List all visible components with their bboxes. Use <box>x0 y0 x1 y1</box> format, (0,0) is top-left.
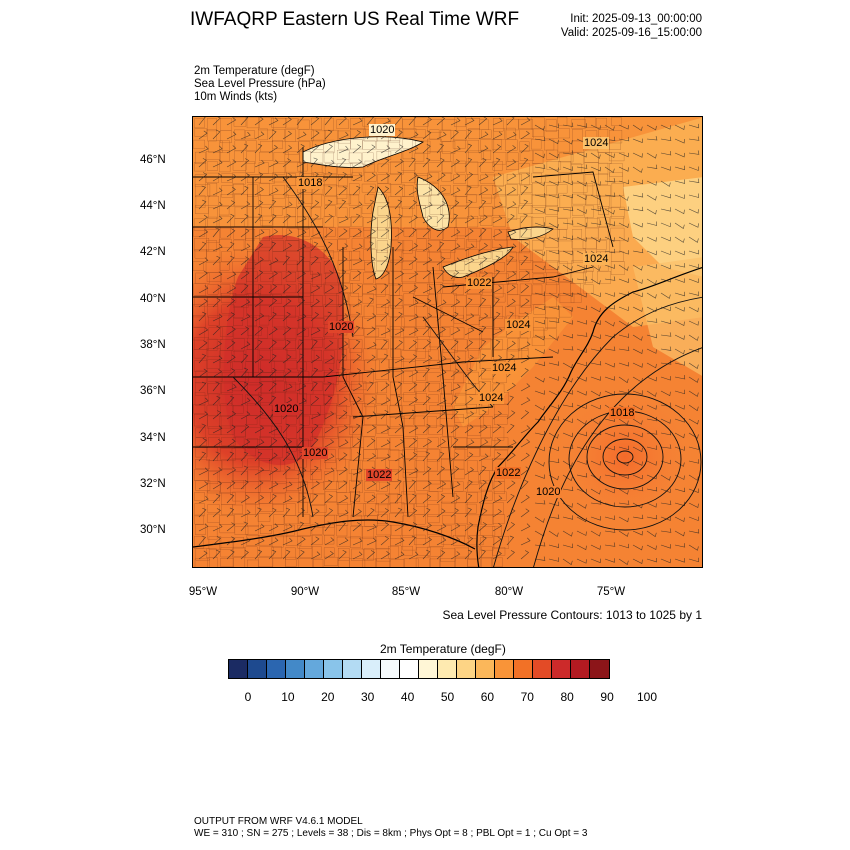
pressure-label: 1020 <box>535 486 562 498</box>
colorbar-swatch <box>495 660 514 678</box>
lon-label-95: 95°W <box>188 586 218 598</box>
valid-time-label: Valid: 2025-09-16_15:00:00 <box>560 27 702 39</box>
colorbar-swatch <box>362 660 381 678</box>
lat-label-44: 44°N <box>140 200 166 212</box>
colorbar-tick-label: 80 <box>560 690 574 704</box>
map-panel: 1020 1024 1018 1024 1022 1020 1024 1024 … <box>192 116 703 568</box>
hot-region-mississippi <box>223 235 344 466</box>
pressure-label: 1020 <box>369 124 396 136</box>
colorbar-swatch <box>286 660 305 678</box>
colorbar-swatch <box>476 660 495 678</box>
lat-label-46: 46°N <box>140 154 166 166</box>
colorbar-swatch <box>419 660 438 678</box>
colorbar-tick-label: 60 <box>480 690 495 704</box>
colorbar-swatch <box>305 660 324 678</box>
cool-new-england <box>623 177 702 277</box>
weather-map <box>193 117 702 567</box>
lat-label-30: 30°N <box>140 524 166 536</box>
lat-label-40: 40°N <box>140 293 166 305</box>
colorbar-tick-label: 90 <box>600 690 614 704</box>
field-label-pressure: Sea Level Pressure (hPa) <box>194 78 326 90</box>
gulf-coastline <box>193 519 476 550</box>
colorbar-swatch <box>438 660 457 678</box>
lat-label-32: 32°N <box>140 478 166 490</box>
atlantic-coastline <box>476 267 702 567</box>
colorbar-swatch <box>381 660 400 678</box>
pressure-label: 1020 <box>302 447 329 459</box>
pressure-label: 1020 <box>273 403 300 415</box>
pressure-label: 1024 <box>583 253 610 265</box>
colorbar-tick-label: 70 <box>520 690 534 704</box>
state-borders <box>193 147 614 518</box>
lat-label-42: 42°N <box>140 246 166 258</box>
lon-label-85: 85°W <box>391 586 421 598</box>
colorbar-tick-label: 30 <box>361 690 375 704</box>
colorbar-tick-label: 100 <box>636 690 658 704</box>
lake-superior <box>302 136 424 168</box>
pressure-label: 1024 <box>491 362 518 374</box>
colorbar-swatch <box>514 660 533 678</box>
colorbar-swatch <box>590 660 609 678</box>
lat-label-36: 36°N <box>140 385 166 397</box>
lon-label-80: 80°W <box>494 586 524 598</box>
temperature-colorbar <box>228 659 610 679</box>
colorbar-swatch <box>229 660 248 678</box>
model-info-line-1: OUTPUT FROM WRF V4.6.1 MODEL <box>194 816 363 827</box>
colorbar-tick-label: 10 <box>281 690 295 704</box>
pressure-label: 1022 <box>495 467 522 479</box>
colorbar-tick-label: 40 <box>400 690 415 704</box>
contour-note: Sea Level Pressure Contours: 1013 to 102… <box>442 608 703 622</box>
init-time-label: Init: 2025-09-13_00:00:00 <box>570 13 702 25</box>
field-label-winds: 10m Winds (kts) <box>194 91 278 103</box>
plot-title: IWFAQRP Eastern US Real Time WRF <box>190 9 520 30</box>
colorbar-tick-label: 0 <box>244 690 252 704</box>
lat-label-38: 38°N <box>140 339 166 351</box>
lon-label-75: 75°W <box>596 586 626 598</box>
pressure-label: 1024 <box>583 137 610 149</box>
pressure-label: 1024 <box>505 319 532 331</box>
colorbar-swatch <box>343 660 362 678</box>
legend-title: 2m Temperature (degF) <box>380 642 506 656</box>
colorbar-swatch <box>457 660 476 678</box>
lon-label-90: 90°W <box>290 586 320 598</box>
pressure-label: 1022 <box>366 469 393 481</box>
lat-label-34: 34°N <box>140 432 166 444</box>
pressure-label: 1018 <box>609 407 636 419</box>
model-info-line-2: WE = 310 ; SN = 275 ; Levels = 38 ; Dis … <box>194 828 588 839</box>
colorbar-swatch <box>248 660 267 678</box>
lake-ontario <box>507 226 554 240</box>
pressure-label: 1020 <box>328 321 355 333</box>
colorbar-tick-label: 20 <box>321 690 335 704</box>
pressure-label: 1022 <box>466 277 493 289</box>
pressure-label: 1018 <box>297 177 324 189</box>
colorbar-swatch <box>400 660 419 678</box>
field-label-temperature: 2m Temperature (degF) <box>194 65 315 77</box>
lake-huron <box>416 176 450 231</box>
colorbar-swatch <box>571 660 590 678</box>
colorbar-tick-label: 50 <box>440 690 455 704</box>
pressure-label: 1024 <box>478 392 505 404</box>
colorbar-swatch <box>533 660 552 678</box>
colorbar-swatch <box>552 660 571 678</box>
colorbar-swatch <box>324 660 343 678</box>
colorbar-swatch <box>267 660 286 678</box>
